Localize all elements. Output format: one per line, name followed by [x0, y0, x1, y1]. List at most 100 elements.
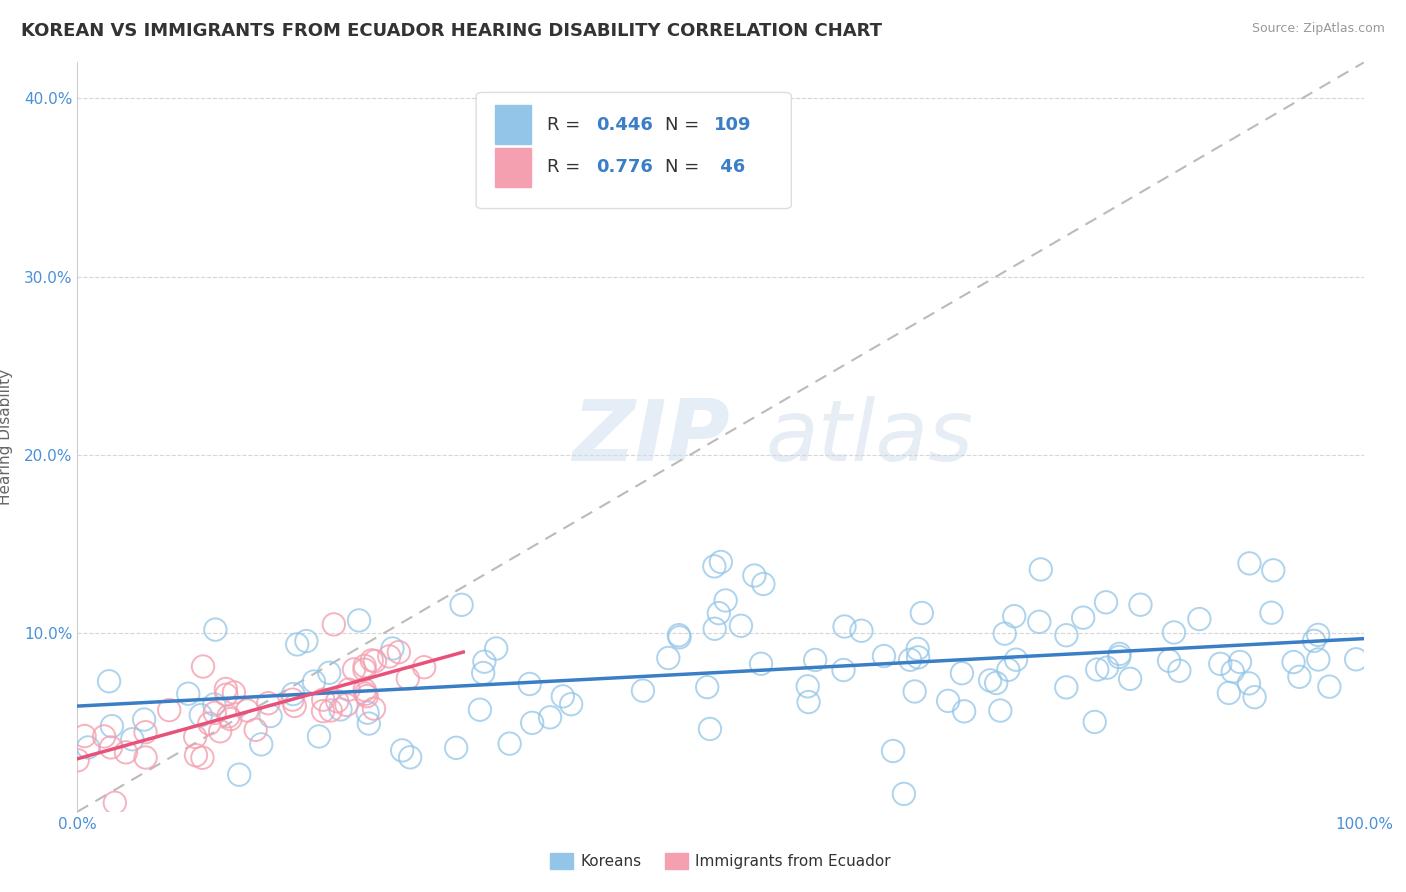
Point [749, 657, 772, 671]
Point [1239, 557, 1261, 571]
Point [285, 637, 308, 651]
Point [347, 614, 370, 628]
Point [101, 719, 124, 733]
Point [1222, 665, 1244, 679]
Text: KOREAN VS IMMIGRANTS FROM ECUADOR HEARING DISABILITY CORRELATION CHART: KOREAN VS IMMIGRANTS FROM ECUADOR HEARIN… [21, 22, 882, 40]
Point [710, 555, 733, 569]
Point [1071, 610, 1094, 624]
Text: 0.776: 0.776 [596, 159, 652, 177]
Point [907, 650, 929, 665]
Point [198, 716, 221, 731]
Point [222, 685, 245, 699]
Point [1085, 663, 1108, 677]
Point [1237, 676, 1260, 690]
Point [284, 698, 307, 713]
Point [988, 704, 1011, 718]
Point [1282, 655, 1305, 669]
Point [184, 730, 207, 744]
Point [1288, 670, 1310, 684]
Point [312, 692, 335, 706]
Point [936, 694, 959, 708]
Point [357, 716, 380, 731]
Point [308, 730, 330, 744]
Point [986, 676, 1008, 690]
Point [100, 740, 122, 755]
Text: R =: R = [547, 116, 586, 134]
Point [177, 687, 200, 701]
Point [115, 745, 138, 759]
Point [190, 708, 212, 723]
Point [485, 641, 508, 656]
Point [326, 694, 349, 708]
Point [378, 649, 401, 664]
Point [353, 683, 375, 698]
Point [797, 695, 820, 709]
Point [1095, 595, 1118, 609]
Point [904, 684, 927, 698]
Point [396, 672, 419, 686]
Point [873, 648, 896, 663]
Point [522, 715, 544, 730]
Point [302, 674, 325, 689]
Point [1308, 652, 1330, 666]
Text: 109: 109 [714, 116, 752, 134]
Point [994, 626, 1017, 640]
Point [257, 696, 280, 710]
Point [335, 698, 357, 712]
Point [343, 662, 366, 676]
Point [538, 710, 561, 724]
Point [1005, 653, 1028, 667]
Point [399, 750, 422, 764]
Point [1129, 598, 1152, 612]
Text: Source: ZipAtlas.com: Source: ZipAtlas.com [1251, 22, 1385, 36]
Point [135, 750, 157, 764]
Point [215, 688, 238, 702]
Text: R =: R = [547, 159, 586, 177]
Point [1163, 625, 1185, 640]
Point [66, 753, 89, 767]
Point [953, 704, 976, 718]
Point [911, 606, 934, 620]
Point [450, 598, 472, 612]
Point [851, 624, 873, 638]
Point [1002, 609, 1025, 624]
Point [1108, 647, 1130, 661]
Point [498, 737, 520, 751]
Point [388, 645, 411, 659]
FancyBboxPatch shape [477, 93, 792, 209]
Point [472, 665, 495, 680]
Point [1346, 652, 1368, 666]
Point [360, 653, 382, 667]
Point [907, 641, 929, 656]
Point [1054, 628, 1077, 642]
Point [1168, 664, 1191, 678]
Point [631, 683, 654, 698]
Point [381, 641, 404, 656]
Point [1029, 562, 1052, 576]
Point [707, 606, 730, 620]
Point [363, 701, 385, 715]
Text: ZIP: ZIP [572, 395, 730, 479]
Point [250, 737, 273, 751]
Point [236, 704, 259, 718]
Point [703, 559, 725, 574]
Point [281, 687, 304, 701]
Point [472, 655, 495, 669]
Point [337, 682, 360, 697]
Point [312, 704, 335, 718]
Point [77, 740, 100, 755]
Point [898, 653, 921, 667]
Point [699, 722, 721, 736]
Point [1260, 606, 1282, 620]
Point [157, 703, 180, 717]
Point [245, 723, 267, 737]
Text: N =: N = [665, 159, 706, 177]
Point [804, 653, 827, 667]
Text: 0.446: 0.446 [596, 116, 652, 134]
Point [93, 730, 115, 744]
Text: 46: 46 [714, 159, 745, 177]
Point [353, 663, 375, 677]
Text: N =: N = [665, 116, 706, 134]
Point [364, 654, 387, 668]
Bar [495, 105, 531, 145]
